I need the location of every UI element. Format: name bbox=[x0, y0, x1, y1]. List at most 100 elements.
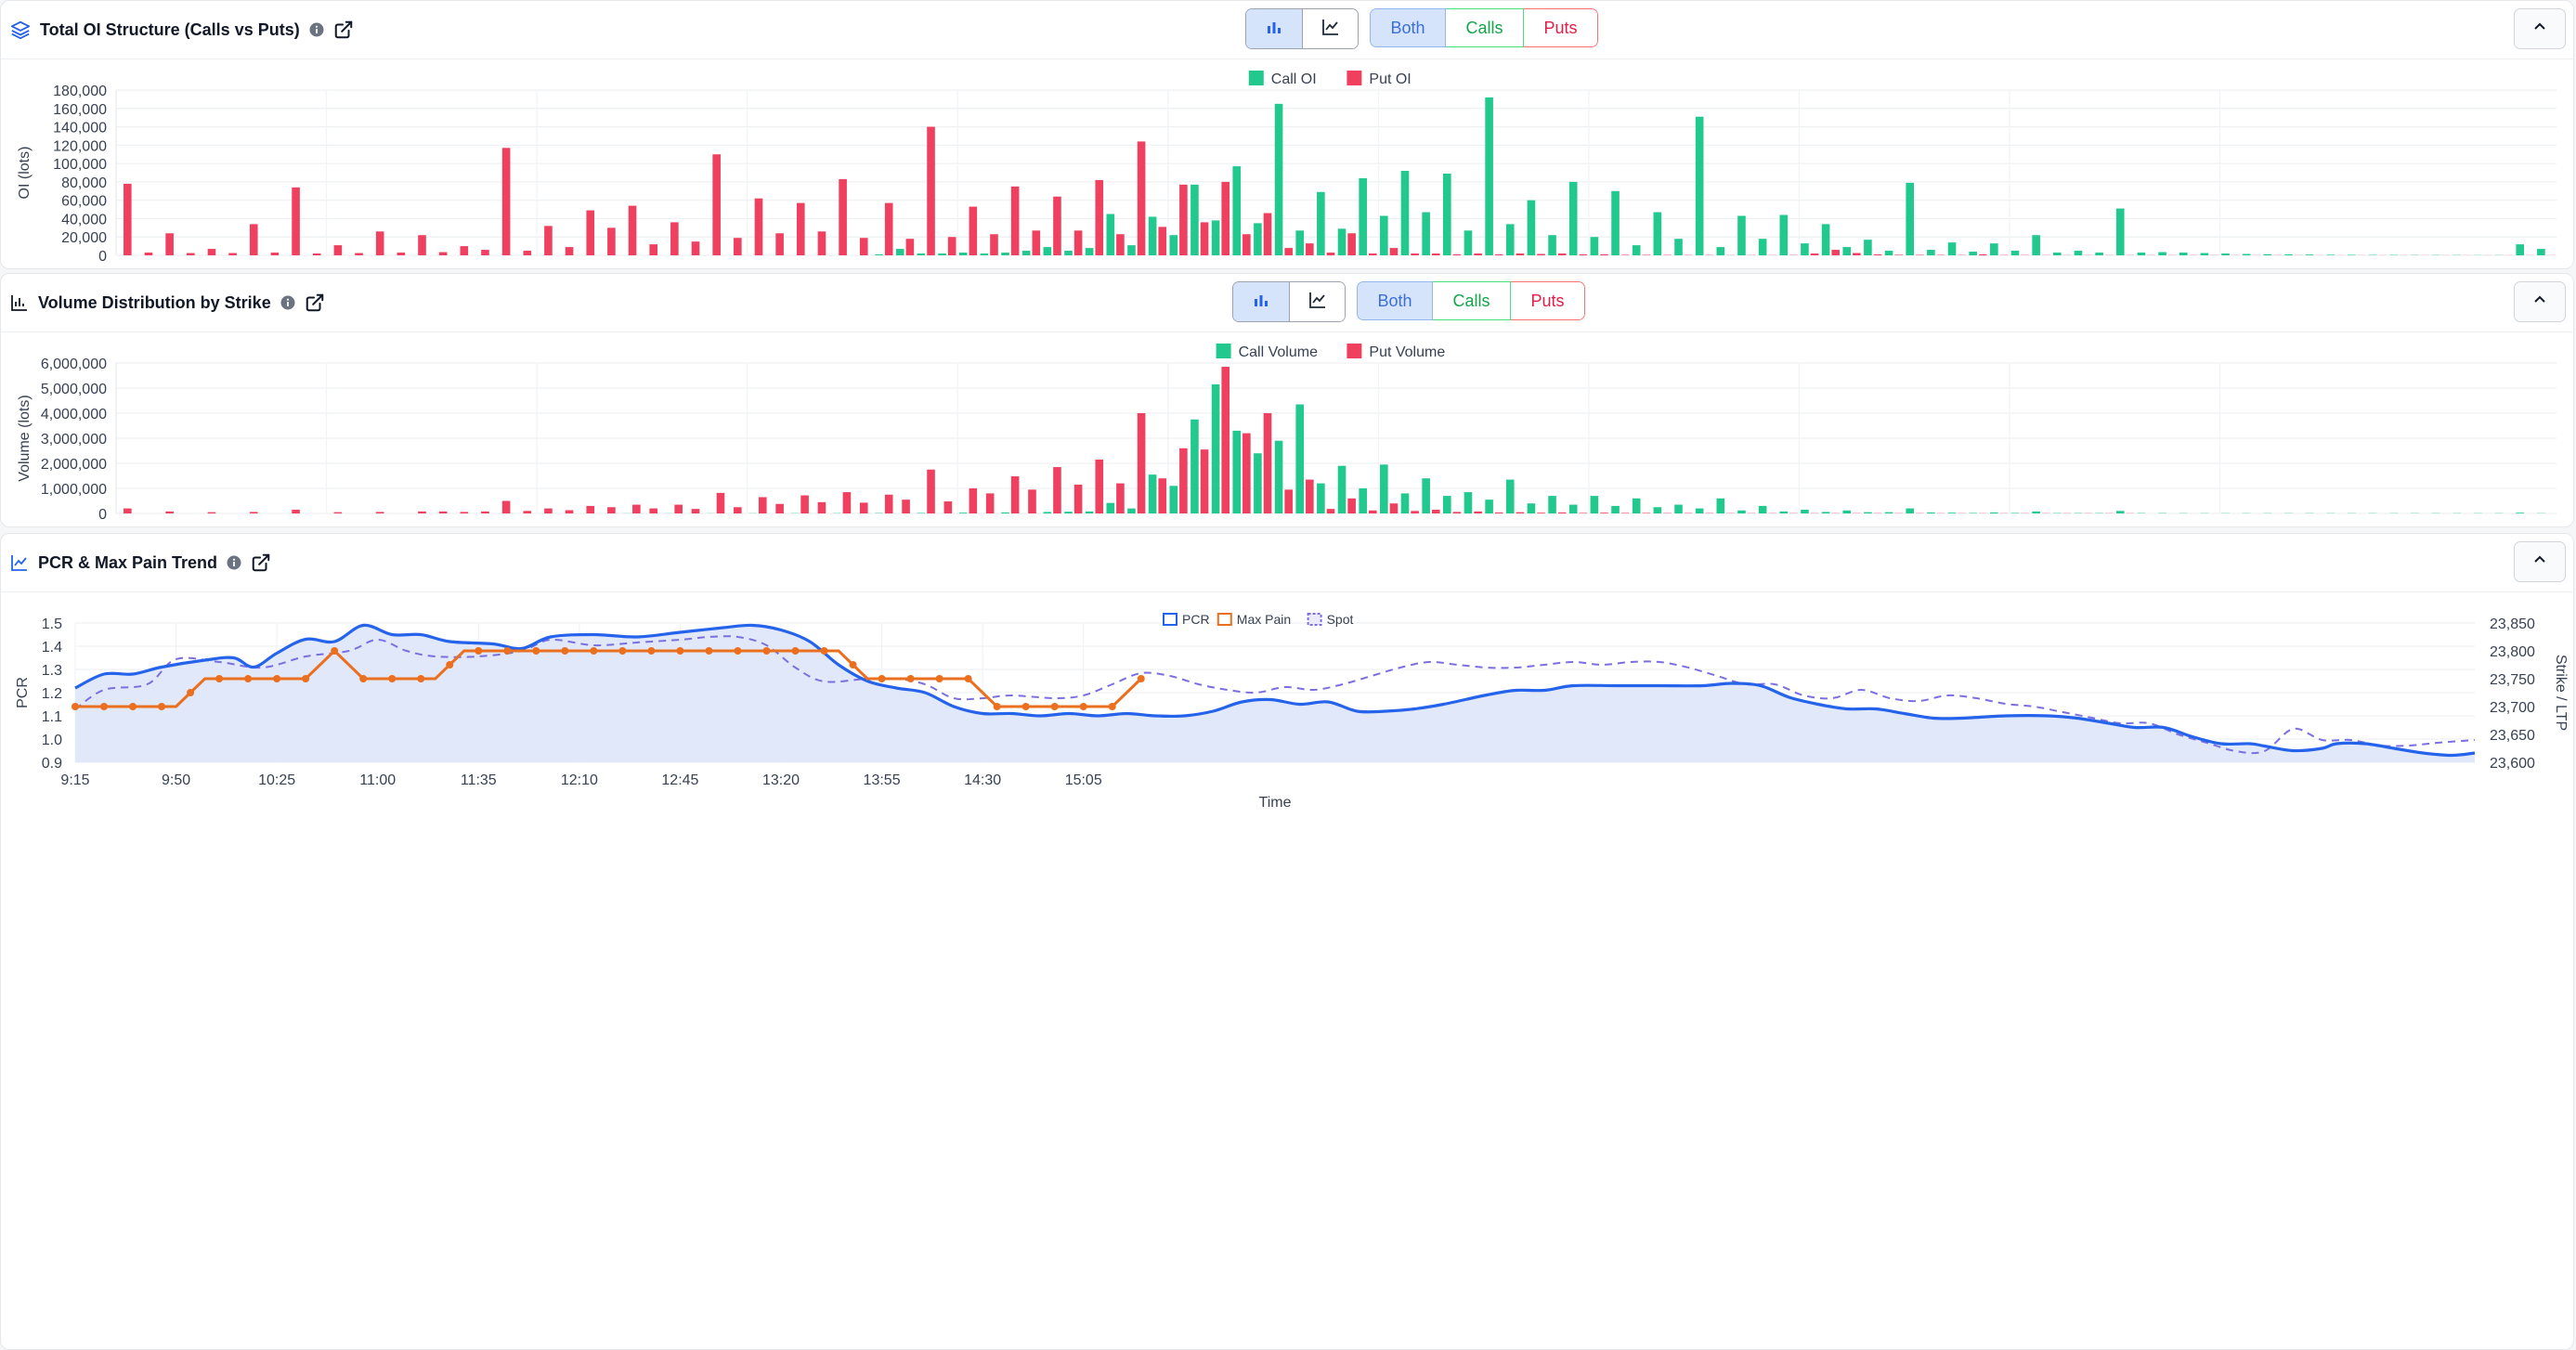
info-icon[interactable] bbox=[309, 22, 324, 37]
call-bar bbox=[1716, 498, 1725, 513]
y-tick-label: 0 bbox=[98, 249, 107, 265]
put-bar bbox=[734, 507, 742, 513]
put-bar bbox=[1306, 479, 1314, 513]
pcr-line bbox=[74, 623, 2476, 758]
call-bar bbox=[958, 253, 968, 255]
call-bar bbox=[1148, 474, 1157, 513]
put-bar bbox=[586, 210, 595, 255]
x-tick-label: 22600 bbox=[735, 267, 777, 268]
call-bar bbox=[1864, 240, 1872, 255]
put-bar bbox=[1368, 510, 1377, 513]
filter-calls-button[interactable]: Calls bbox=[1433, 281, 1511, 320]
put-bar bbox=[943, 501, 953, 513]
call-bar bbox=[1611, 505, 1620, 513]
pcr-area bbox=[75, 625, 2475, 762]
put-bar bbox=[1474, 511, 1482, 513]
filter-calls-button[interactable]: Calls bbox=[1446, 8, 1524, 47]
put-bar bbox=[501, 500, 511, 513]
y-tick-label: 1,000,000 bbox=[41, 482, 107, 498]
call-bar bbox=[1211, 383, 1220, 513]
put-bar bbox=[481, 511, 489, 513]
max-pain-point bbox=[647, 647, 656, 655]
max-pain-point bbox=[302, 675, 310, 682]
put-bar bbox=[775, 233, 784, 255]
volume-distribution-panel: Volume Distribution by Strike Both Calls bbox=[0, 273, 2574, 527]
call-bar bbox=[1653, 212, 1662, 255]
put-bar bbox=[1411, 511, 1419, 513]
y-tick-label: 40,000 bbox=[61, 212, 107, 227]
put-bar bbox=[1242, 234, 1251, 255]
collapse-button[interactable] bbox=[2514, 541, 2566, 582]
bar-view-button[interactable] bbox=[1246, 9, 1302, 48]
filter-puts-button[interactable]: Puts bbox=[1511, 281, 1585, 320]
call-bar bbox=[1422, 478, 1430, 513]
volume-panel-header: Volume Distribution by Strike Both Calls bbox=[1, 274, 2573, 332]
max-pain-point bbox=[705, 647, 713, 655]
max-pain-point bbox=[532, 647, 540, 655]
line-view-button[interactable] bbox=[1302, 9, 1358, 48]
external-link-icon[interactable] bbox=[251, 552, 271, 573]
info-icon[interactable] bbox=[280, 295, 295, 310]
bar-view-button[interactable] bbox=[1233, 282, 1289, 321]
put-bar bbox=[460, 246, 469, 255]
put-bar bbox=[1411, 253, 1419, 255]
put-bar bbox=[754, 198, 763, 255]
put-bar bbox=[842, 492, 852, 513]
max-pain-point bbox=[849, 661, 857, 669]
call-bar bbox=[2115, 511, 2125, 513]
put-bar bbox=[438, 252, 448, 255]
put-bar bbox=[1326, 253, 1335, 255]
filter-both-button[interactable]: Both bbox=[1357, 281, 1433, 320]
put-bar bbox=[355, 253, 363, 255]
x-tick-label: 10:25 bbox=[258, 772, 295, 788]
oi-panel-header: Total OI Structure (Calls vs Puts) Both … bbox=[1, 1, 2573, 59]
oi-structure-panel: Total OI Structure (Calls vs Puts) Both … bbox=[0, 0, 2574, 269]
max-pain-point bbox=[618, 647, 627, 655]
x-tick-label: 26100 bbox=[2208, 267, 2250, 268]
line-view-button[interactable] bbox=[1289, 282, 1345, 321]
collapse-button[interactable] bbox=[2514, 8, 2566, 49]
call-bar bbox=[1254, 453, 1262, 513]
put-bar bbox=[1158, 227, 1167, 255]
put-bar bbox=[1073, 484, 1083, 513]
call-bar bbox=[1990, 243, 1998, 255]
put-bar bbox=[228, 253, 237, 255]
x-tick-label: 22100 bbox=[526, 267, 567, 268]
call-bar bbox=[1779, 511, 1789, 513]
call-bar bbox=[1442, 496, 1451, 513]
put-bar bbox=[144, 253, 153, 255]
call-bar bbox=[1801, 509, 1809, 513]
call-bar bbox=[1758, 505, 1767, 513]
call-bar bbox=[1969, 252, 1977, 255]
call-bar bbox=[2158, 252, 2166, 255]
put-bar bbox=[1494, 254, 1503, 255]
call-bar bbox=[1043, 512, 1052, 513]
x-tick-label: 11:00 bbox=[359, 772, 396, 788]
put-bar bbox=[460, 512, 469, 513]
call-bar bbox=[1611, 190, 1620, 255]
max-pain-point bbox=[993, 703, 1001, 710]
max-pain-point bbox=[1050, 703, 1059, 710]
external-link-icon[interactable] bbox=[333, 19, 354, 40]
collapse-button[interactable] bbox=[2514, 281, 2566, 322]
call-bar bbox=[1380, 215, 1388, 255]
call-bar bbox=[2032, 511, 2040, 513]
info-icon[interactable] bbox=[227, 555, 241, 570]
call-bar bbox=[1568, 504, 1578, 513]
call-bar bbox=[1947, 242, 1957, 255]
external-link-icon[interactable] bbox=[305, 292, 325, 313]
call-bar bbox=[2137, 253, 2146, 255]
max-pain-point bbox=[1021, 703, 1030, 710]
call-bar bbox=[1884, 251, 1893, 255]
max-pain-point bbox=[1079, 703, 1087, 710]
put-bar bbox=[1894, 254, 1903, 255]
legend-swatch bbox=[1347, 71, 1362, 85]
put-bar bbox=[1095, 459, 1104, 513]
y2-tick-label: 23,850 bbox=[2490, 617, 2535, 632]
put-bar bbox=[1263, 413, 1272, 513]
filter-puts-button[interactable]: Puts bbox=[1524, 8, 1598, 47]
put-bar bbox=[312, 253, 321, 255]
filter-both-button[interactable]: Both bbox=[1370, 8, 1446, 47]
put-bar bbox=[1028, 489, 1036, 513]
call-bar bbox=[875, 254, 883, 255]
